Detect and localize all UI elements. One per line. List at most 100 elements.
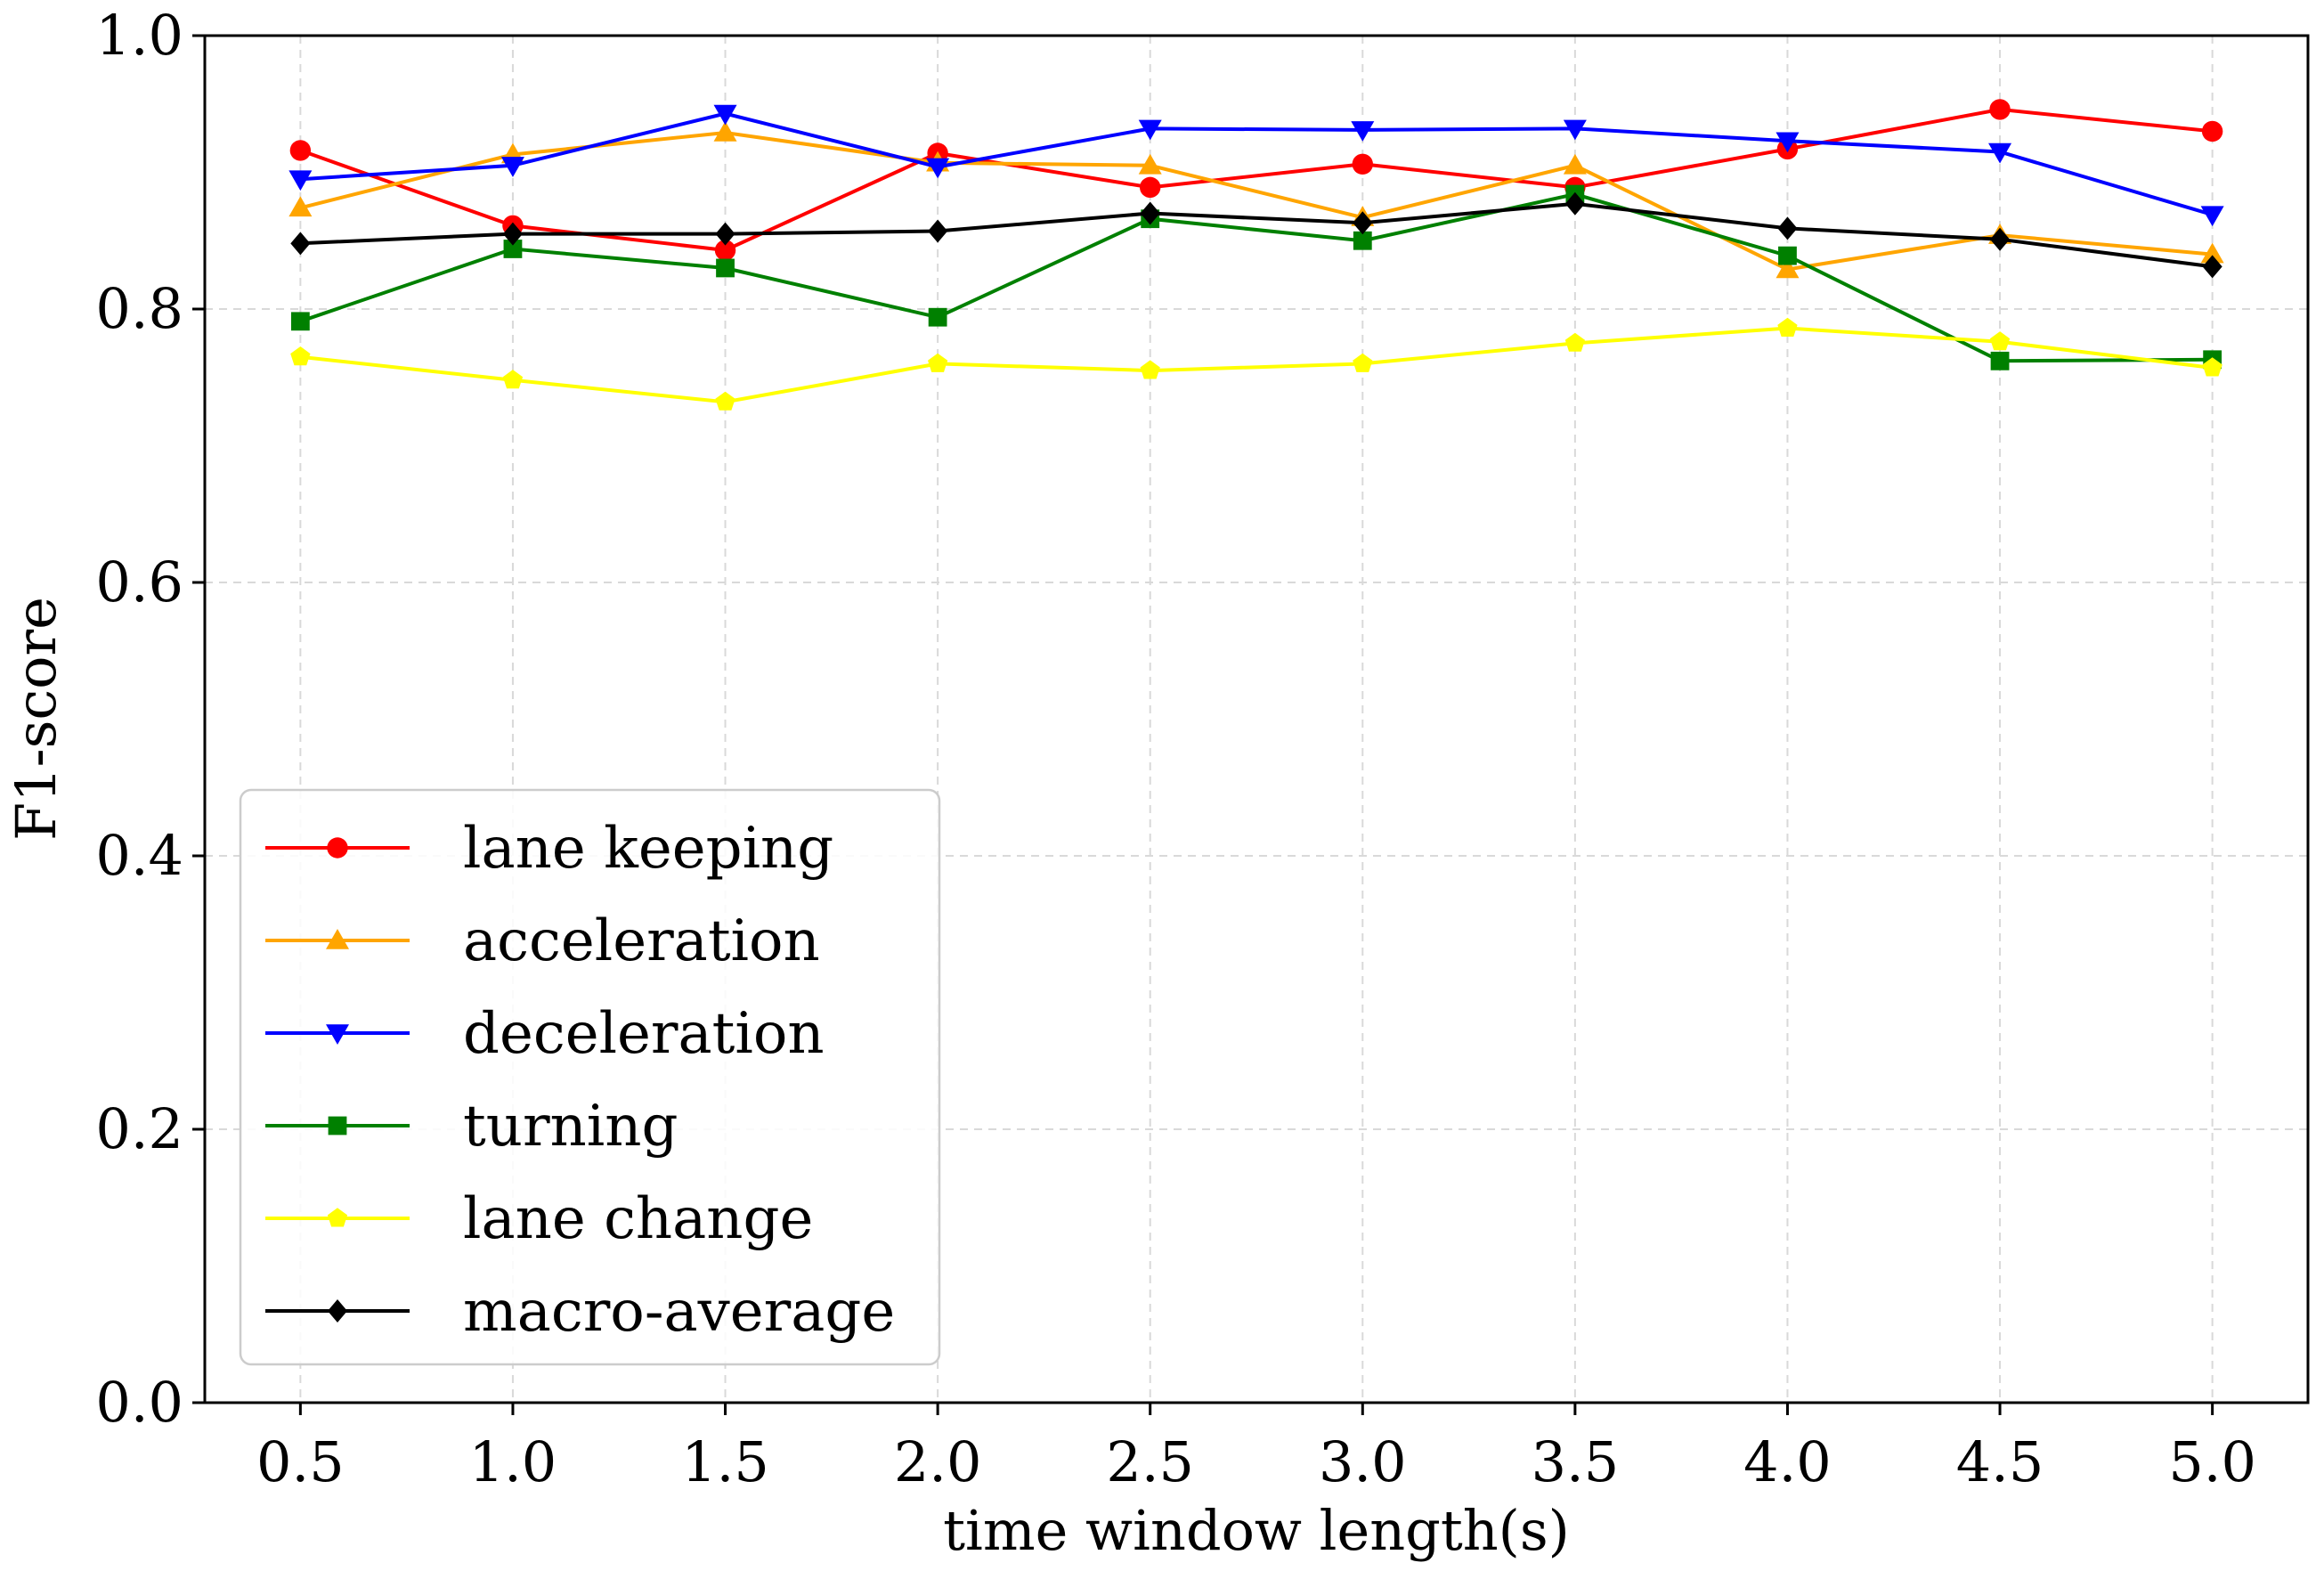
data-point-lane-change xyxy=(290,346,311,366)
legend-entry-lane-keeping: lane keeping xyxy=(265,816,833,882)
data-point-macro-average xyxy=(1564,191,1585,216)
data-point-turning xyxy=(503,240,523,258)
data-point-macro-average xyxy=(1777,216,1798,240)
data-point-lane-change xyxy=(1140,360,1160,379)
x-tick-label: 3.5 xyxy=(1532,1429,1620,1494)
data-point-deceleration xyxy=(1563,119,1587,141)
legend-entry-turning: turning xyxy=(265,1094,678,1160)
series-layer xyxy=(288,99,2224,411)
legend-label-macro-average: macro-average xyxy=(463,1279,895,1345)
data-point-deceleration xyxy=(1776,132,1800,153)
x-tick-label: 5.0 xyxy=(2168,1429,2256,1494)
series-line-macro-average xyxy=(300,201,2213,269)
data-point-macro-average xyxy=(1140,201,1160,225)
data-point-lane-change xyxy=(928,353,948,372)
data-point-lane-change xyxy=(715,391,735,411)
data-point-lane-keeping xyxy=(2201,120,2223,142)
series-line-lane-keeping xyxy=(299,107,2213,253)
data-point-macro-average xyxy=(1990,227,2011,251)
legend-entry-deceleration: deceleration xyxy=(265,1001,825,1067)
series-lane-keeping xyxy=(289,99,2223,261)
data-point-acceleration xyxy=(1563,153,1587,175)
legend-label-deceleration: deceleration xyxy=(463,1001,825,1067)
data-point-deceleration xyxy=(500,157,524,177)
data-point-lane-change xyxy=(1353,353,1373,372)
data-point-macro-average xyxy=(715,222,735,246)
data-point-lane-keeping xyxy=(1352,153,1373,175)
data-point-lane-change xyxy=(1564,332,1585,352)
data-point-turning xyxy=(1353,231,1372,250)
data-point-macro-average xyxy=(290,232,311,256)
x-tick-label: 1.0 xyxy=(469,1429,557,1494)
data-point-acceleration xyxy=(1138,153,1162,175)
legend-marker-lane-change xyxy=(327,1208,348,1227)
data-point-macro-average xyxy=(1353,211,1373,235)
data-point-deceleration xyxy=(926,158,950,179)
data-point-lane-keeping xyxy=(1140,176,1161,199)
legend-label-acceleration: acceleration xyxy=(463,908,820,974)
plot-frame xyxy=(203,34,2310,1404)
legend-entry-acceleration: acceleration xyxy=(265,908,820,974)
data-point-turning xyxy=(928,307,947,327)
y-tick-label: 0.4 xyxy=(95,823,183,888)
data-point-turning xyxy=(1990,351,2010,370)
data-point-macro-average xyxy=(502,222,523,246)
data-point-lane-change xyxy=(2202,357,2222,377)
series-lane-change xyxy=(290,317,2222,411)
data-point-turning xyxy=(1778,246,1797,265)
y-tick-label: 0.8 xyxy=(95,276,183,341)
x-tick-label: 2.5 xyxy=(1106,1429,1194,1494)
series-deceleration xyxy=(288,104,2224,227)
series-macro-average xyxy=(290,191,2222,279)
data-point-acceleration xyxy=(713,120,737,142)
legend-marker-acceleration xyxy=(326,929,349,949)
legend-label-lane-change: lane change xyxy=(463,1186,813,1252)
series-line-turning xyxy=(299,192,2213,363)
legend: lane keeping acceleration deceleration turn… xyxy=(239,788,941,1366)
legend-label-turning: turning xyxy=(463,1094,678,1160)
y-tick-label: 0.0 xyxy=(95,1370,183,1435)
series-line-acceleration xyxy=(299,130,2213,272)
data-point-lane-change xyxy=(1777,317,1798,337)
legend-entry-macro-average: macro-average xyxy=(265,1279,895,1345)
data-point-acceleration xyxy=(288,196,313,217)
x-tick-label: 0.5 xyxy=(256,1429,345,1494)
x-axis-label: time window length(s) xyxy=(943,1498,1570,1563)
data-point-lane-change xyxy=(502,370,524,389)
legend-marker-lane-keeping xyxy=(327,837,348,859)
y-tick-label: 1.0 xyxy=(95,3,183,68)
legend-frame xyxy=(239,788,941,1366)
data-point-lane-keeping xyxy=(714,240,736,261)
data-point-deceleration xyxy=(2200,206,2224,227)
data-point-macro-average xyxy=(2202,255,2222,279)
data-point-lane-change xyxy=(1989,331,2011,351)
axes xyxy=(203,34,2310,1404)
series-line-lane-change xyxy=(300,326,2213,404)
data-point-macro-average xyxy=(928,219,948,243)
legend-marker-turning xyxy=(328,1116,347,1135)
series-turning xyxy=(290,184,2222,370)
x-tick-label: 4.0 xyxy=(1743,1429,1832,1494)
data-point-turning xyxy=(716,258,735,278)
x-tick-label: 1.5 xyxy=(681,1429,769,1494)
legend-entry-lane-change: lane change xyxy=(265,1186,813,1252)
legend-label-lane-keeping: lane keeping xyxy=(463,816,833,882)
data-point-acceleration xyxy=(2200,242,2224,264)
x-tick-label: 2.0 xyxy=(894,1429,982,1494)
data-point-turning xyxy=(290,312,310,331)
x-tick-label: 4.5 xyxy=(1956,1429,2044,1494)
y-tick-label: 0.2 xyxy=(95,1096,183,1161)
y-tick-label: 0.6 xyxy=(95,549,183,615)
y-axis-label: F1-score xyxy=(4,597,69,841)
data-point-lane-keeping xyxy=(1989,99,2011,120)
legend-marker-deceleration xyxy=(326,1024,349,1045)
data-point-deceleration xyxy=(1988,142,2012,164)
data-point-deceleration xyxy=(1351,121,1375,142)
data-point-lane-keeping xyxy=(289,140,312,161)
data-point-acceleration xyxy=(1776,257,1800,279)
legend-marker-macro-average xyxy=(327,1299,348,1323)
data-point-deceleration xyxy=(1138,119,1162,141)
x-tick-label: 3.0 xyxy=(1319,1429,1407,1494)
ticks: 0.5 1.0 1.5 2.0 2.5 3.0 3.5 4.0 4.5 5.0 0.0 0.2 0.4 0… xyxy=(95,3,2256,1494)
